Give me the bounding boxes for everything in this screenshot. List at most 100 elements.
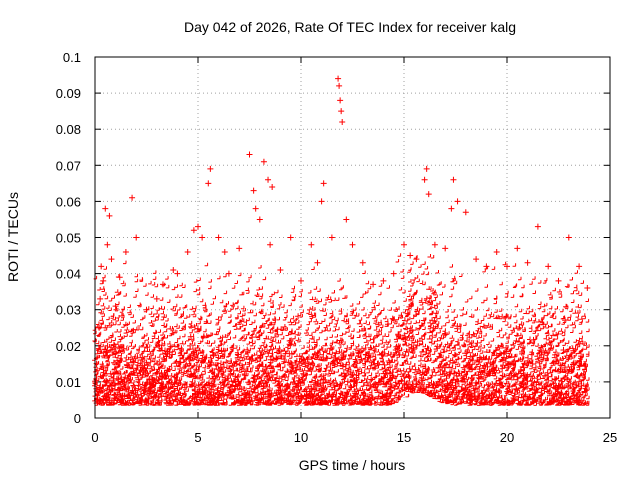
data-point bbox=[320, 180, 327, 187]
dense-data-cloud bbox=[92, 253, 590, 406]
data-point bbox=[421, 176, 428, 183]
data-point bbox=[143, 306, 150, 313]
data-point bbox=[98, 263, 105, 270]
data-point bbox=[265, 176, 272, 183]
data-point bbox=[335, 75, 342, 82]
chart-title: Day 042 of 2026, Rate Of TEC Index for r… bbox=[184, 19, 516, 35]
x-tick-label: 20 bbox=[500, 430, 514, 445]
data-point bbox=[252, 205, 259, 212]
data-point bbox=[337, 97, 344, 104]
data-point bbox=[122, 248, 129, 255]
data-point bbox=[448, 205, 455, 212]
y-tick-label: 0.06 bbox=[56, 194, 81, 209]
data-point bbox=[483, 263, 490, 270]
data-point bbox=[504, 263, 510, 270]
data-point bbox=[96, 324, 103, 331]
data-point bbox=[246, 151, 253, 158]
data-point bbox=[425, 191, 432, 198]
data-point bbox=[407, 252, 414, 259]
x-tick-label: 5 bbox=[194, 430, 201, 445]
data-point bbox=[277, 266, 284, 273]
data-point bbox=[269, 183, 276, 190]
data-point bbox=[298, 277, 304, 284]
y-tick-label: 0.05 bbox=[56, 231, 81, 246]
data-point bbox=[462, 209, 469, 216]
data-point bbox=[473, 256, 480, 263]
data-point bbox=[133, 234, 140, 241]
data-point bbox=[112, 303, 119, 310]
data-point bbox=[336, 82, 343, 89]
data-point bbox=[454, 198, 461, 205]
x-tick-label: 0 bbox=[91, 430, 98, 445]
data-point bbox=[370, 281, 377, 288]
data-point bbox=[450, 176, 457, 183]
data-point bbox=[174, 270, 181, 277]
data-point bbox=[413, 256, 420, 263]
data-point bbox=[565, 234, 572, 241]
data-points bbox=[94, 75, 591, 403]
data-point bbox=[431, 241, 438, 248]
data-point bbox=[423, 165, 430, 172]
y-tick-label: 0.07 bbox=[56, 158, 81, 173]
y-tick-label: 0.01 bbox=[56, 375, 81, 390]
data-point bbox=[108, 256, 115, 263]
plot-frame bbox=[94, 56, 611, 419]
data-point bbox=[102, 205, 109, 212]
data-point bbox=[129, 194, 136, 201]
data-point bbox=[256, 216, 263, 223]
data-point bbox=[534, 223, 541, 230]
data-point bbox=[524, 259, 531, 266]
data-point bbox=[380, 277, 387, 284]
data-point bbox=[314, 259, 321, 266]
data-point bbox=[442, 245, 449, 252]
data-point bbox=[390, 270, 397, 277]
data-point bbox=[100, 277, 107, 284]
data-point bbox=[116, 274, 123, 281]
dense-cloud-markers bbox=[92, 253, 590, 406]
data-point bbox=[104, 241, 111, 248]
data-point bbox=[308, 241, 315, 248]
data-point bbox=[225, 270, 232, 277]
data-point bbox=[338, 108, 345, 115]
data-point bbox=[287, 234, 294, 241]
data-point bbox=[584, 285, 591, 292]
x-tick-label: 10 bbox=[294, 430, 308, 445]
data-point bbox=[260, 158, 267, 165]
y-tick-label: 0.1 bbox=[63, 50, 81, 65]
y-tick-label: 0.03 bbox=[56, 303, 81, 318]
data-point bbox=[215, 234, 222, 241]
data-point bbox=[343, 216, 350, 223]
x-tick-label: 15 bbox=[397, 430, 411, 445]
data-point bbox=[221, 248, 228, 255]
y-tick-label: 0.04 bbox=[56, 267, 81, 282]
y-tick-label: 0.08 bbox=[56, 122, 81, 137]
data-point bbox=[190, 227, 197, 234]
data-point bbox=[159, 281, 166, 288]
data-point bbox=[153, 295, 160, 302]
data-point bbox=[267, 241, 274, 248]
data-point bbox=[184, 248, 191, 255]
data-point bbox=[349, 241, 356, 248]
data-point bbox=[170, 266, 177, 273]
data-point bbox=[199, 234, 206, 241]
data-point bbox=[339, 118, 346, 125]
data-point bbox=[576, 263, 583, 270]
axis-ticks: 0 5 10 15 20 25 0 0.01 0.02 0.03 0.04 0.05 0.06 0.07 0… bbox=[56, 50, 618, 445]
y-tick-label: 0.02 bbox=[56, 339, 81, 354]
data-point bbox=[545, 263, 552, 270]
data-point bbox=[236, 245, 243, 252]
grid-lines bbox=[95, 57, 610, 418]
data-point bbox=[106, 212, 113, 219]
data-point bbox=[493, 248, 500, 255]
y-tick-label: 0 bbox=[74, 411, 81, 426]
y-tick-label: 0.09 bbox=[56, 86, 81, 101]
data-point bbox=[514, 245, 521, 252]
data-point bbox=[401, 241, 407, 248]
data-point bbox=[205, 180, 212, 187]
y-axis-label: ROTI / TECUs bbox=[5, 192, 21, 282]
x-axis-label: GPS time / hours bbox=[299, 457, 406, 473]
data-point bbox=[555, 277, 562, 284]
data-point bbox=[195, 223, 201, 230]
data-point bbox=[359, 259, 366, 266]
